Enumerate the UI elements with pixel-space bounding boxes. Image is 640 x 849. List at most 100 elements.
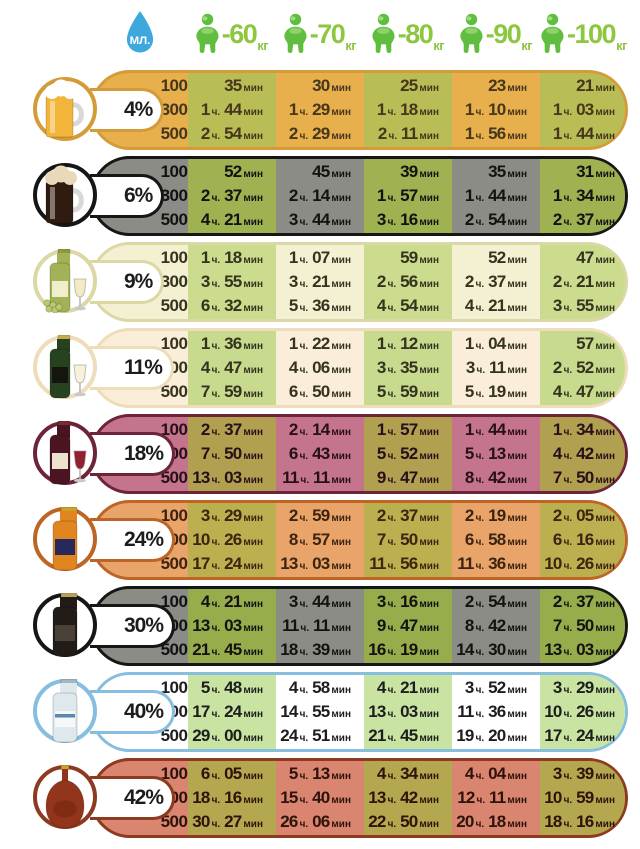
time-value: 39 мин [400,162,439,181]
volume-label: 500 [160,554,188,573]
time-value: 7 ч. 50 мин [552,468,615,487]
time-value: 6 ч. 50 мин [288,382,351,401]
strength-label: 24% [124,528,164,551]
weight-label: -70 [309,18,346,49]
cognac-icon [45,765,85,829]
time-cell: 47 мин 2 ч. 21 мин 3 ч. 55 мин [540,245,628,319]
time-cell: 1 ч. 12 мин 3 ч. 35 мин 5 ч. 59 мин [364,331,452,405]
time-value: 2 ч. 56 мин [376,272,439,291]
drink-circle [33,765,97,829]
weight-label: -60 [221,18,258,49]
row-stripes [93,675,625,749]
volume-label: 100 [160,334,188,353]
column-stripe [540,245,625,319]
time-value: 1 ч. 57 мин [376,420,439,439]
drink-circle [33,679,97,743]
strength-badge: 40% [90,690,176,734]
row-stripes [93,159,625,233]
column-stripe [540,331,625,405]
column-stripe [188,159,276,233]
time-cell: 1 ч. 04 мин 3 ч. 11 мин 5 ч. 19 мин [452,331,540,405]
weight-column-header: -90 кг [446,8,544,60]
time-cell: 2 ч. 37 мин 7 ч. 50 мин 13 ч. 03 мин [188,417,276,491]
time-value: 4 ч. 54 мин [376,296,439,315]
time-value: 20 ч. 18 мин [456,812,527,831]
time-cell: 35 мин 1 ч. 44 мин 2 ч. 54 мин [188,73,276,147]
time-value: 5 ч. 36 мин [288,296,351,315]
time-value: 47 мин [576,248,615,267]
time-cell: 2 ч. 14 мин 6 ч. 43 мин 11 ч. 11 мин [276,417,364,491]
drink-circle [33,163,97,227]
time-value: 3 ч. 52 мин [464,678,527,697]
time-value: 2 ч. 29 мин [288,124,351,143]
row-stripes [93,245,625,319]
time-value: 1 ч. 18 мин [200,248,263,267]
time-cell: 52 мин 2 ч. 37 мин 4 ч. 21 мин [452,245,540,319]
time-value: 2 ч. 19 мин [464,506,527,525]
time-value: 22 ч. 50 мин [368,812,439,831]
time-cell: 23 мин 1 ч. 10 мин 1 ч. 56 мин [452,73,540,147]
time-value: 2 ч. 54 мин [200,124,263,143]
time-value: 3 ч. 55 мин [200,272,263,291]
strength-label: 42% [124,786,164,809]
time-value: 17 ч. 24 мин [192,554,263,573]
column-stripe [540,675,625,749]
column-stripe [540,73,625,147]
time-value: 16 ч. 19 мин [368,640,439,659]
strength-label: 18% [124,442,164,465]
time-value: 3 ч. 55 мин [552,296,615,315]
time-value: 2 ч. 37 мин [200,186,263,205]
column-stripe [540,159,625,233]
time-value: 8 ч. 42 мин [464,468,527,487]
time-value: 11 ч. 36 мин [457,702,527,721]
strength-label: 4% [124,98,153,121]
time-value: 18 ч. 39 мин [280,640,351,659]
drink-circle [33,507,97,571]
strength-badge: 30% [90,604,176,648]
time-cell: 1 ч. 22 мин 4 ч. 06 мин 6 ч. 50 мин [276,331,364,405]
time-cell: 31 мин 1 ч. 34 мин 2 ч. 37 мин [540,159,628,233]
time-value: 5 ч. 19 мин [464,382,527,401]
weight-unit-label: кг [345,38,357,53]
time-value: 1 ч. 29 мин [288,100,351,119]
time-value: 6 ч. 32 мин [200,296,263,315]
time-value: 2 ч. 59 мин [288,506,351,525]
time-value: 4 ч. 58 мин [288,678,351,697]
time-value: 1 ч. 56 мин [464,124,527,143]
strength-label: 6% [124,184,153,207]
time-cell: 2 ч. 37 мин 7 ч. 50 мин 13 ч. 03 мин [540,589,628,663]
time-cell: 3 ч. 52 мин 11 ч. 36 мин 19 ч. 20 мин [452,675,540,749]
strength-badge: 11% [90,346,174,390]
time-cell: 4 ч. 58 мин 14 ч. 55 мин 24 ч. 51 мин [276,675,364,749]
drink-circle [33,249,97,313]
person-icon [460,13,483,54]
dark-liqueur-icon [52,593,78,657]
row-stripes [93,331,625,405]
time-value: 13 ч. 03 мин [368,702,439,721]
time-value: 1 ч. 44 мин [200,100,263,119]
column-stripe [188,589,276,663]
volume-label: 500 [160,124,188,143]
time-value: 11 ч. 11 мин [282,468,351,487]
column-stripe [188,245,276,319]
time-value: 4 ч. 42 мин [552,444,615,463]
time-value: 4 ч. 47 мин [552,382,615,401]
time-value: 21 ч. 45 мин [368,726,439,745]
table-header: МЛ. -60 кг -70 кг -80 кг -90 кг -100 кг [0,0,640,64]
volume-label: 500 [160,640,188,659]
volume-label: 500 [160,382,188,401]
volume-column: 100 300 500 [156,159,192,233]
row-stripes [93,761,625,835]
time-cell: 3 ч. 44 мин 11 ч. 11 мин 18 ч. 39 мин [276,589,364,663]
time-value: 2 ч. 37 мин [464,272,527,291]
time-cell: 2 ч. 19 мин 6 ч. 58 мин 11 ч. 36 мин [452,503,540,577]
column-stripe [364,331,452,405]
time-value: 1 ч. 07 мин [288,248,351,267]
drink-row: 100 300 500 1 ч. 36 мин 4 ч. 47 мин 7 ч. 59 мин 1 ч. … [33,328,628,408]
time-value: 9 ч. 47 мин [376,616,439,635]
time-cell: 4 ч. 34 мин 13 ч. 42 мин 22 ч. 50 мин [364,761,452,835]
time-value: 2 ч. 11 мин [377,124,439,143]
time-value: 2 ч. 37 мин [376,506,439,525]
weight-label: -100 [567,18,617,49]
